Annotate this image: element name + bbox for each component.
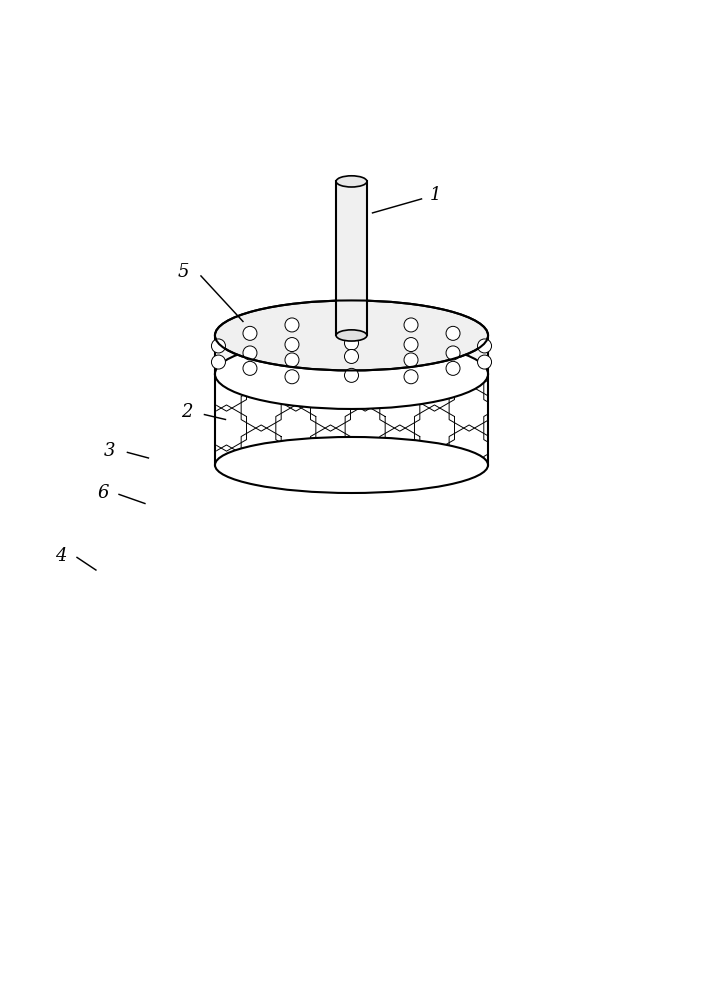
Circle shape: [344, 349, 359, 363]
Polygon shape: [558, 507, 611, 777]
Text: 6: 6: [97, 484, 109, 502]
Text: 4: 4: [55, 547, 67, 565]
Ellipse shape: [336, 330, 367, 341]
Polygon shape: [1, 150, 702, 374]
Circle shape: [212, 355, 226, 369]
Circle shape: [446, 326, 460, 340]
Circle shape: [285, 353, 299, 367]
Circle shape: [404, 370, 418, 384]
Circle shape: [477, 355, 491, 369]
Circle shape: [285, 370, 299, 384]
Circle shape: [243, 326, 257, 340]
Circle shape: [285, 338, 299, 352]
Circle shape: [404, 318, 418, 332]
Polygon shape: [1, 465, 702, 850]
Text: 3: 3: [104, 442, 116, 460]
Circle shape: [344, 368, 359, 382]
Ellipse shape: [336, 176, 367, 187]
Circle shape: [243, 346, 257, 360]
Polygon shape: [187, 465, 516, 777]
Text: 1: 1: [430, 186, 441, 204]
Circle shape: [446, 361, 460, 375]
Circle shape: [477, 339, 491, 353]
Polygon shape: [92, 507, 145, 777]
Circle shape: [344, 336, 359, 350]
Polygon shape: [488, 465, 558, 777]
Ellipse shape: [215, 339, 488, 409]
Circle shape: [446, 346, 460, 360]
Bar: [215, 335, 488, 374]
Polygon shape: [1, 346, 215, 465]
Bar: [336, 181, 367, 335]
Circle shape: [404, 353, 418, 367]
Circle shape: [243, 361, 257, 375]
Ellipse shape: [215, 300, 488, 370]
Polygon shape: [488, 346, 702, 465]
Circle shape: [212, 339, 226, 353]
Polygon shape: [145, 465, 215, 777]
Circle shape: [285, 318, 299, 332]
Text: 2: 2: [181, 403, 193, 421]
Circle shape: [404, 338, 418, 352]
Bar: [215, 374, 488, 465]
Text: 5: 5: [178, 263, 189, 281]
Ellipse shape: [215, 437, 488, 493]
